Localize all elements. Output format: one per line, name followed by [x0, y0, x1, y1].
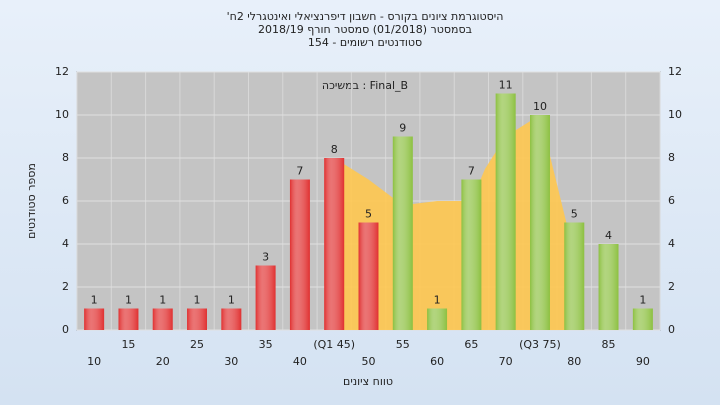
x-tick-label: 80 — [567, 355, 581, 368]
y2-tick-label: 12 — [668, 65, 682, 78]
y-axis-label: מספר סטודנטים — [25, 163, 38, 239]
bar-shine — [118, 308, 139, 330]
bar-shine — [221, 308, 242, 330]
x-tick-label: 20 — [156, 355, 170, 368]
x-tick-label: 15 — [121, 338, 135, 351]
data-label: 1 — [228, 294, 235, 307]
y-tick-label: 2 — [62, 280, 69, 293]
chart-title: בסמסטר (01/2018) סמסטר חורף 2018/19 — [258, 23, 472, 36]
bar-shine — [392, 136, 413, 330]
bar-shine — [495, 93, 516, 330]
bar-shine — [152, 308, 173, 330]
y2-tick-label: 6 — [668, 194, 675, 207]
x-tick-label: (Q1 45) — [313, 338, 355, 351]
data-label: 10 — [533, 100, 547, 113]
bar-shine — [358, 222, 379, 330]
y2-tick-label: 8 — [668, 151, 675, 164]
bar-shine — [289, 179, 310, 330]
data-label: 4 — [605, 229, 612, 242]
data-label: 5 — [365, 208, 372, 221]
data-label: 5 — [571, 208, 578, 221]
y2-tick-label: 0 — [668, 323, 675, 336]
data-label: 7 — [468, 165, 475, 178]
bar-shine — [324, 158, 345, 330]
x-tick-label: 35 — [259, 338, 273, 351]
data-label: 3 — [262, 251, 269, 264]
x-tick-label: (Q3 75) — [519, 338, 561, 351]
bar-shine — [255, 265, 276, 330]
bar-shine — [530, 115, 550, 330]
chart-title: 'היסטוגרמת ציונים בקורס - חשבון דיפרנציא… — [227, 10, 504, 23]
data-label: 1 — [159, 294, 166, 307]
data-label: 8 — [331, 143, 338, 156]
x-tick-label: 10 — [87, 355, 101, 368]
chart-title: סטודנטים רשומים - 154 — [308, 36, 422, 49]
bar-shine — [187, 308, 207, 330]
y2-tick-label: 10 — [668, 108, 682, 121]
x-tick-label: 60 — [430, 355, 444, 368]
x-tick-label: 25 — [190, 338, 204, 351]
bar-shine — [632, 308, 653, 330]
x-tick-label: 40 — [293, 355, 307, 368]
data-label: 1 — [125, 294, 132, 307]
y-tick-label: 10 — [55, 108, 69, 121]
x-axis-label: טווח ציונים — [343, 375, 393, 388]
x-tick-label: 50 — [362, 355, 376, 368]
data-label: 11 — [499, 79, 513, 92]
y-tick-label: 8 — [62, 151, 69, 164]
y-tick-label: 12 — [55, 65, 69, 78]
y2-tick-label: 4 — [668, 237, 675, 250]
y-tick-label: 0 — [62, 323, 69, 336]
x-tick-label: 70 — [499, 355, 513, 368]
x-tick-label: 90 — [636, 355, 650, 368]
data-label: 7 — [296, 165, 303, 178]
data-label: 9 — [399, 122, 406, 135]
y-tick-label: 6 — [62, 194, 69, 207]
bar-shine — [564, 222, 585, 330]
x-tick-label: 85 — [602, 338, 616, 351]
bar-shine — [427, 308, 448, 330]
data-label: 1 — [91, 294, 98, 307]
bar-shine — [598, 244, 619, 330]
data-label: 1 — [434, 294, 441, 307]
data-label: 1 — [639, 294, 646, 307]
y-tick-label: 4 — [62, 237, 69, 250]
annotation: במשיכה : Final_B — [322, 79, 408, 92]
y2-tick-label: 2 — [668, 280, 675, 293]
data-label: 1 — [194, 294, 201, 307]
x-tick-label: 65 — [464, 338, 478, 351]
bar-shine — [461, 179, 482, 330]
x-tick-label: 55 — [396, 338, 410, 351]
x-tick-label: 30 — [224, 355, 238, 368]
bar-shine — [84, 308, 105, 330]
